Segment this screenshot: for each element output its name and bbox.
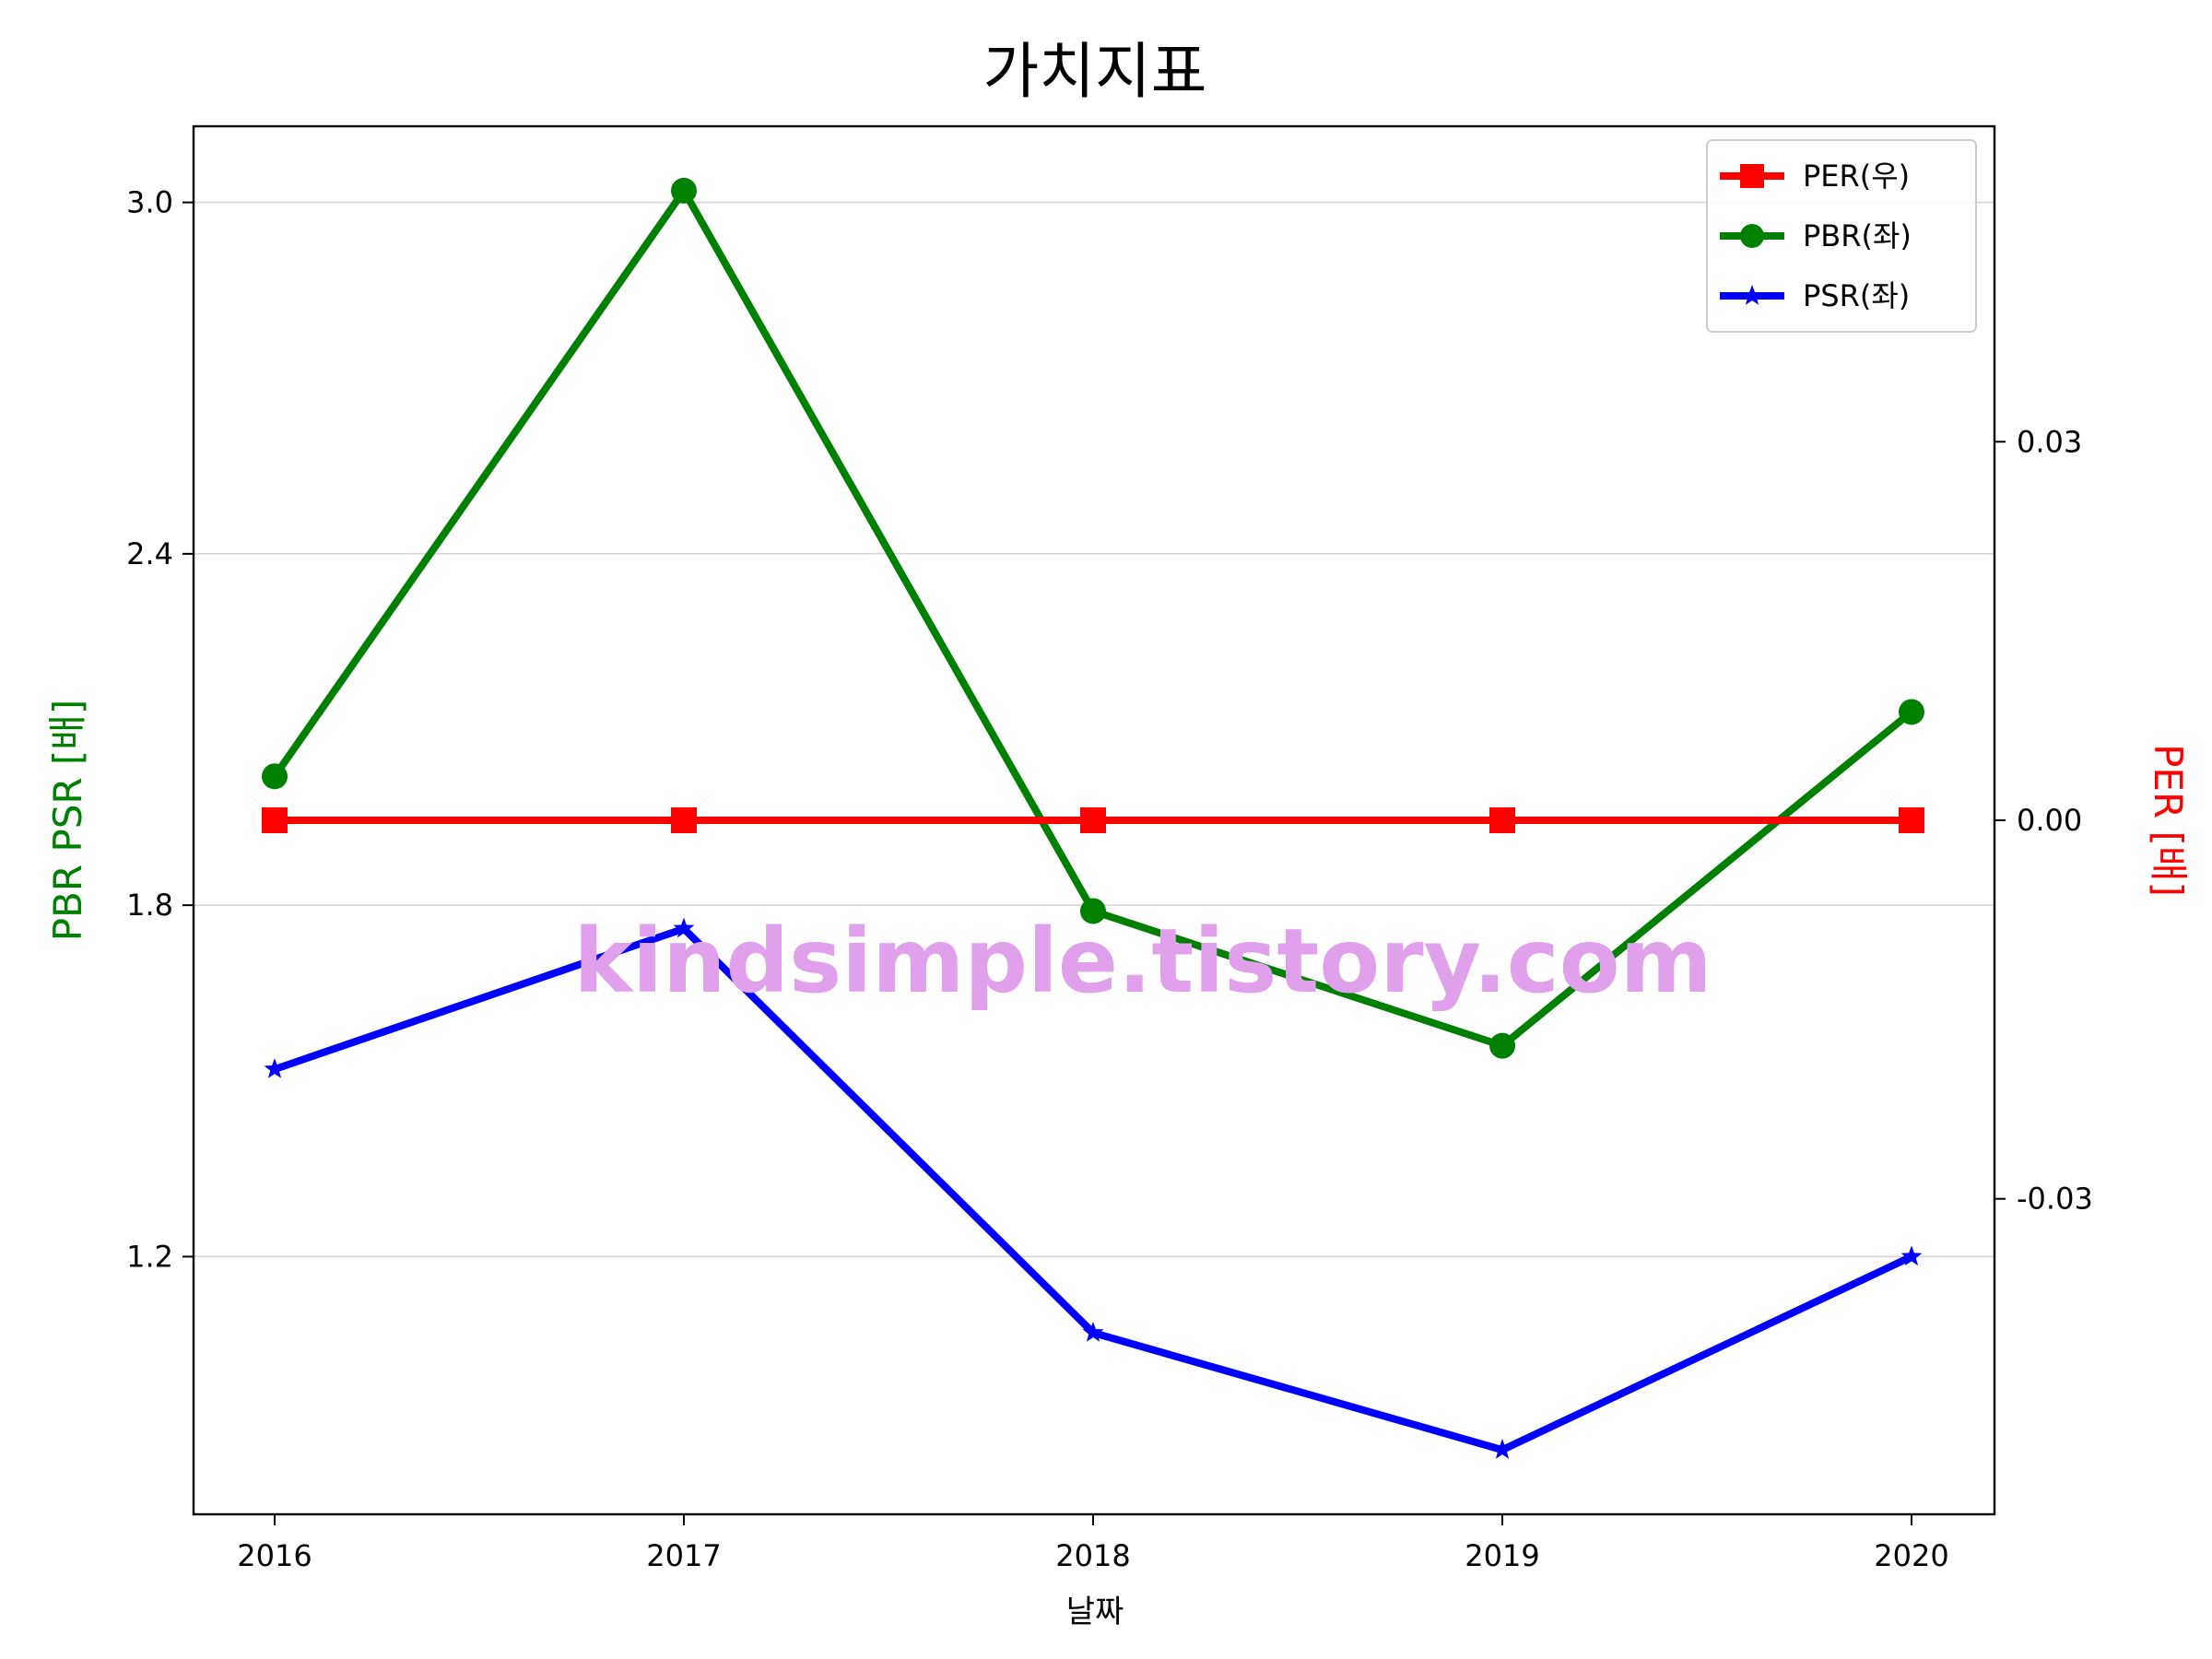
point-pbr-2018 bbox=[1080, 898, 1106, 924]
right-y-tick-label-2: 0.03 bbox=[2017, 424, 2082, 459]
left-y-tick-label-0: 1.2 bbox=[126, 1239, 173, 1274]
point-pbr-2020 bbox=[1899, 699, 1924, 725]
series-psr bbox=[264, 917, 1923, 1459]
point-per-2020 bbox=[1899, 807, 1924, 833]
x-tick-label-2017: 2017 bbox=[646, 1538, 721, 1573]
series-per bbox=[262, 807, 1924, 833]
point-pbr-2017 bbox=[671, 177, 697, 204]
point-per-2018 bbox=[1080, 807, 1106, 833]
legend-label-psr: PSR(좌) bbox=[1803, 278, 1910, 313]
point-per-2019 bbox=[1489, 807, 1515, 833]
left-y-tick-label-1: 1.8 bbox=[126, 888, 173, 923]
point-pbr-2019 bbox=[1489, 1032, 1515, 1059]
right-y-axis: -0.03 0.00 0.03 bbox=[1994, 424, 2093, 1217]
legend-marker-pbr bbox=[1740, 224, 1764, 248]
legend-item-per: PER(우) bbox=[1720, 159, 1910, 194]
left-y-tick-label-3: 3.0 bbox=[126, 185, 173, 220]
series-pbr bbox=[262, 177, 1924, 1059]
legend-item-pbr: PBR(좌) bbox=[1720, 218, 1912, 253]
x-axis-label: 날짜 bbox=[1066, 1594, 1124, 1630]
legend: PER(우) PBR(좌) PSR(좌) bbox=[1706, 139, 1977, 333]
legend-marker-per bbox=[1740, 164, 1764, 188]
x-tick-label-2020: 2020 bbox=[1874, 1538, 1948, 1573]
x-tick-label-2016: 2016 bbox=[237, 1538, 312, 1573]
point-psr-2020 bbox=[1900, 1245, 1923, 1266]
point-psr-2019 bbox=[1491, 1439, 1513, 1459]
point-psr-2017 bbox=[673, 917, 695, 938]
legend-item-psr: PSR(좌) bbox=[1720, 278, 1910, 313]
point-per-2016 bbox=[262, 807, 288, 833]
watermark: kindsimple.tistory.com bbox=[573, 910, 1712, 1013]
point-per-2017 bbox=[671, 807, 697, 833]
right-y-tick-label-1: 0.00 bbox=[2017, 803, 2082, 838]
x-axis: 2016 2017 2018 2019 2020 bbox=[237, 1514, 1949, 1573]
x-tick-label-2018: 2018 bbox=[1055, 1538, 1130, 1573]
right-y-tick-label-0: -0.03 bbox=[2017, 1182, 2093, 1217]
legend-label-per: PER(우) bbox=[1803, 159, 1910, 194]
point-psr-2016 bbox=[264, 1058, 286, 1078]
left-y-axis-label: PBR PSR [배] bbox=[45, 700, 90, 942]
legend-marker-psr bbox=[1741, 285, 1763, 305]
chart-title: 가치지표 bbox=[983, 36, 1207, 107]
left-y-tick-label-2: 2.4 bbox=[126, 536, 173, 571]
point-psr-2018 bbox=[1082, 1322, 1104, 1342]
x-tick-label-2019: 2019 bbox=[1465, 1538, 1539, 1573]
series-layer bbox=[262, 177, 1924, 1459]
legend-label-pbr: PBR(좌) bbox=[1803, 218, 1912, 253]
right-y-axis-label: PER [배] bbox=[2146, 744, 2191, 897]
point-pbr-2016 bbox=[262, 763, 288, 790]
left-y-axis: 1.2 1.8 2.4 3.0 bbox=[126, 185, 194, 1274]
legend-box bbox=[1706, 139, 1977, 333]
